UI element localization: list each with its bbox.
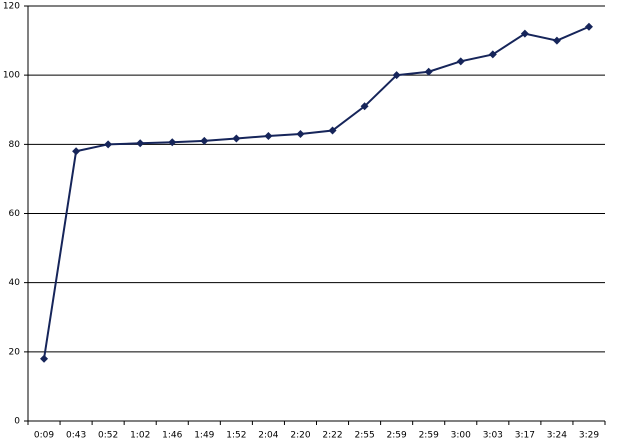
marker [584, 22, 593, 31]
marker [296, 129, 305, 138]
marker [520, 29, 529, 38]
x-tick-label: 1:52 [226, 431, 246, 441]
x-tick-label: 3:29 [579, 431, 599, 441]
marker [488, 50, 497, 59]
marker [200, 136, 209, 145]
y-tick-label: 80 [9, 140, 21, 150]
x-tick-label: 3:17 [515, 431, 535, 441]
x-tick-label: 2:04 [258, 431, 278, 441]
x-tick-label: 2:55 [354, 431, 374, 441]
x-tick-label: 2:20 [290, 431, 310, 441]
marker [456, 57, 465, 66]
marker [136, 139, 145, 148]
marker [40, 354, 49, 363]
y-tick-label: 60 [9, 209, 21, 219]
x-tick-label: 2:59 [387, 431, 407, 441]
y-tick-label: 40 [9, 278, 21, 288]
x-tick-label: 1:02 [130, 431, 150, 441]
x-tick-label: 0:09 [34, 431, 54, 441]
x-tick-label: 0:52 [98, 431, 118, 441]
marker [104, 140, 113, 149]
y-tick-label: 120 [3, 2, 20, 12]
x-tick-label: 3:00 [451, 431, 471, 441]
marker [552, 36, 561, 45]
marker [168, 138, 177, 147]
y-tick-label: 100 [3, 71, 20, 81]
x-tick-label: 1:46 [162, 431, 182, 441]
marker [232, 134, 241, 143]
x-tick-label: 0:43 [66, 431, 86, 441]
x-tick-label: 3:03 [483, 431, 503, 441]
marker [328, 126, 337, 135]
x-tick-label: 3:24 [547, 431, 567, 441]
x-tick-label: 2:22 [322, 431, 342, 441]
marker [392, 71, 401, 80]
y-tick-label: 0 [14, 417, 20, 427]
y-tick-label: 20 [9, 347, 21, 357]
x-tick-label: 2:59 [419, 431, 439, 441]
marker [264, 132, 273, 141]
line [43, 25, 590, 359]
marker [360, 102, 369, 111]
marker [72, 147, 81, 156]
marker [424, 67, 433, 76]
x-tick-label: 1:49 [194, 431, 214, 441]
